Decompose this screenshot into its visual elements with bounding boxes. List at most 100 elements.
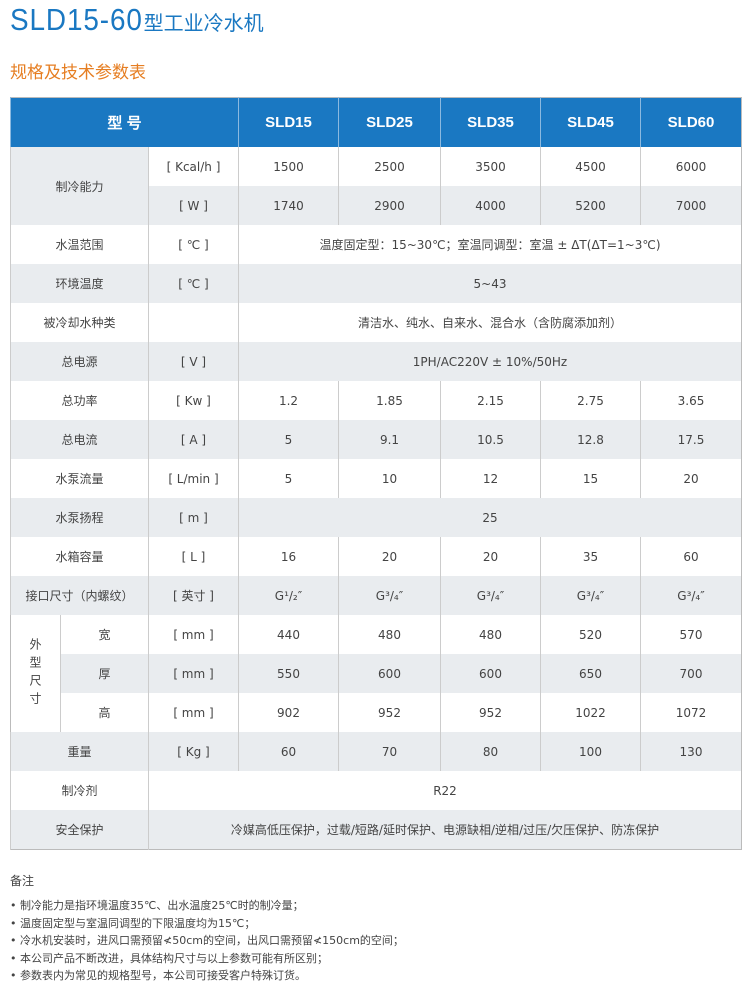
table-row: 制冷剂 R22 [10, 771, 742, 810]
cell: 5~43 [238, 264, 742, 303]
cell: G³/₄″ [640, 576, 742, 615]
cell: 10.5 [440, 420, 541, 459]
cell: 15 [540, 459, 641, 498]
cell: 1PH/AC220V ± 10%/50Hz [238, 342, 742, 381]
note-item: • 温度固定型与室温同调型的下限温度均为15℃； [10, 916, 256, 930]
cell: 520 [540, 615, 641, 654]
table-row: 总电源[ V ] 1PH/AC220V ± 10%/50Hz [10, 342, 742, 381]
cell: 20 [640, 459, 742, 498]
cell: 20 [338, 537, 441, 576]
cell: 480 [440, 615, 541, 654]
cell: [ Kg ] [148, 732, 239, 771]
model-col: SLD45 [540, 97, 641, 147]
cell: 952 [440, 693, 541, 732]
cell: 16 [238, 537, 339, 576]
cell: [ A ] [148, 420, 239, 459]
note-item: • 冷水机安装时，进风口需预留≮50cm的空间，出风口需预留≮150cm的空间； [10, 934, 404, 947]
cell: 安全保护 [10, 810, 149, 850]
table-row: 总功率[ Kw ] 1.2 1.85 2.15 2.75 3.65 [10, 381, 742, 420]
cell: [ 英寸 ] [148, 576, 239, 615]
cell: 4000 [440, 186, 541, 225]
cell: 被冷却水种类 [10, 303, 149, 342]
cell: 100 [540, 732, 641, 771]
cell: [ ℃ ] [148, 225, 239, 264]
cell: 厚 [60, 654, 149, 693]
table-row: 重量[ Kg ] 60 70 80 100 130 [10, 732, 742, 771]
note-item: • 制冷能力是指环境温度35℃、出水温度25℃时的制冷量； [10, 899, 304, 912]
cell [148, 303, 239, 342]
table-row: [ W ] 1740 2900 4000 5200 7000 [11, 186, 742, 225]
cell: 4500 [540, 147, 641, 186]
cell: 冷媒高低压保护，过载/短路/延时保护、电源缺相/逆相/过压/欠压保护、防冻保护 [148, 810, 742, 850]
cell: 60 [238, 732, 339, 771]
model-col: SLD60 [640, 97, 742, 147]
cell: 650 [540, 654, 641, 693]
cell: 制冷能力 [10, 147, 149, 225]
cell: 17.5 [640, 420, 742, 459]
cell: 外型尺寸 [10, 615, 61, 732]
cell: 902 [238, 693, 339, 732]
cell: 600 [440, 654, 541, 693]
cell: [ m ] [148, 498, 239, 537]
cell: G³/₄″ [338, 576, 441, 615]
cell: 600 [338, 654, 441, 693]
cell: 2.75 [540, 381, 641, 420]
model-col: SLD35 [440, 97, 541, 147]
cell: G³/₄″ [540, 576, 641, 615]
cell: 1.85 [338, 381, 441, 420]
table-row: 被冷却水种类 清洁水、纯水、自来水、混合水（含防腐添加剂） [10, 303, 742, 342]
cell: 总功率 [10, 381, 149, 420]
table-row: 总电流[ A ] 5 9.1 10.5 12.8 17.5 [10, 420, 742, 459]
cell: 环境温度 [10, 264, 149, 303]
cell: 25 [238, 498, 742, 537]
cell: 温度固定型：15~30℃；室温同调型：室温 ± ΔT(ΔT=1~3℃) [238, 225, 742, 264]
cell: 1022 [540, 693, 641, 732]
cell: 35 [540, 537, 641, 576]
cell: 水箱容量 [10, 537, 149, 576]
cell: [ mm ] [148, 654, 239, 693]
section-title: 规格及技术参数表 [10, 63, 146, 83]
table-row: 制冷能力[ Kcal/h ] 1500 2500 3500 4500 6000 [10, 147, 742, 225]
cell: 7000 [640, 186, 742, 225]
cell: 1.2 [238, 381, 339, 420]
model-col: SLD25 [338, 97, 441, 147]
model-header: 型 号 [10, 97, 239, 147]
table-row: 高[ mm ] 902 952 952 1022 1072 [11, 693, 742, 732]
cell: [ mm ] [148, 693, 239, 732]
cell: [ L ] [148, 537, 239, 576]
table-row: 安全保护 冷媒高低压保护，过载/短路/延时保护、电源缺相/逆相/过压/欠压保护、防… [10, 810, 742, 850]
cell: 清洁水、纯水、自来水、混合水（含防腐添加剂） [238, 303, 742, 342]
cell: [ V ] [148, 342, 239, 381]
cell: 水泵扬程 [10, 498, 149, 537]
spec-table: 型 号 SLD15 SLD25 SLD35 SLD45 SLD60 制冷能力[ … [10, 97, 742, 850]
table-row: 外型尺寸宽[ mm ] 440 480 480 520 570 [10, 615, 742, 732]
cell: 700 [640, 654, 742, 693]
cell: 130 [640, 732, 742, 771]
cell: 5 [238, 420, 339, 459]
cell: 1500 [238, 147, 339, 186]
cell: G¹/₂″ [238, 576, 339, 615]
note-item: • 参数表内为常见的规格型号，本公司可接受客户特殊订货。 [10, 969, 306, 982]
cell: G³/₄″ [440, 576, 541, 615]
cell: R22 [148, 771, 742, 810]
cell: 9.1 [338, 420, 441, 459]
cell: 3.65 [640, 381, 742, 420]
cell: 3500 [440, 147, 541, 186]
cell: [ L/min ] [148, 459, 239, 498]
table-row: 接口尺寸（内螺纹）[ 英寸 ] G¹/₂″ G³/₄″ G³/₄″ G³/₄″ G³/₄″ [10, 576, 742, 615]
cell: 制冷剂 [10, 771, 149, 810]
table-row: 水泵扬程[ m ] 25 [10, 498, 742, 537]
notes-title: 备注 [10, 874, 35, 888]
cell: 水温范围 [10, 225, 149, 264]
cell: 2500 [338, 147, 441, 186]
header-row: 型 号 SLD15 SLD25 SLD35 SLD45 SLD60 [10, 97, 742, 147]
cell: 12 [440, 459, 541, 498]
cell: 70 [338, 732, 441, 771]
cell: 2.15 [440, 381, 541, 420]
cell: 60 [640, 537, 742, 576]
cell: [ Kcal/h ] [148, 147, 239, 186]
cell: 1740 [238, 186, 339, 225]
cell: 6000 [640, 147, 742, 186]
cell: [ W ] [148, 186, 239, 225]
cell: 480 [338, 615, 441, 654]
